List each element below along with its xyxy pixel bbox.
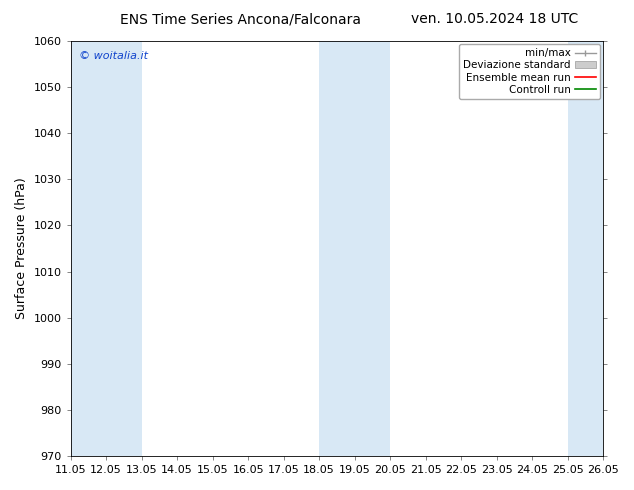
Bar	[567, 41, 603, 456]
Text: ENS Time Series Ancona/Falconara: ENS Time Series Ancona/Falconara	[120, 12, 361, 26]
Bar	[319, 41, 390, 456]
Legend: min/max, Deviazione standard, Ensemble mean run, Controll run: min/max, Deviazione standard, Ensemble m…	[459, 44, 600, 99]
Text: ven. 10.05.2024 18 UTC: ven. 10.05.2024 18 UTC	[411, 12, 578, 26]
Text: © woitalia.it: © woitalia.it	[79, 51, 148, 61]
Y-axis label: Surface Pressure (hPa): Surface Pressure (hPa)	[15, 178, 28, 319]
Bar	[71, 41, 141, 456]
